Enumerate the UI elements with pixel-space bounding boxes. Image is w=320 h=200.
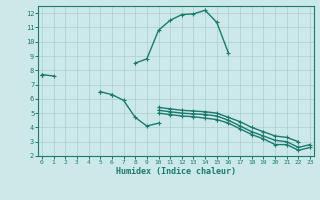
X-axis label: Humidex (Indice chaleur): Humidex (Indice chaleur)	[116, 167, 236, 176]
